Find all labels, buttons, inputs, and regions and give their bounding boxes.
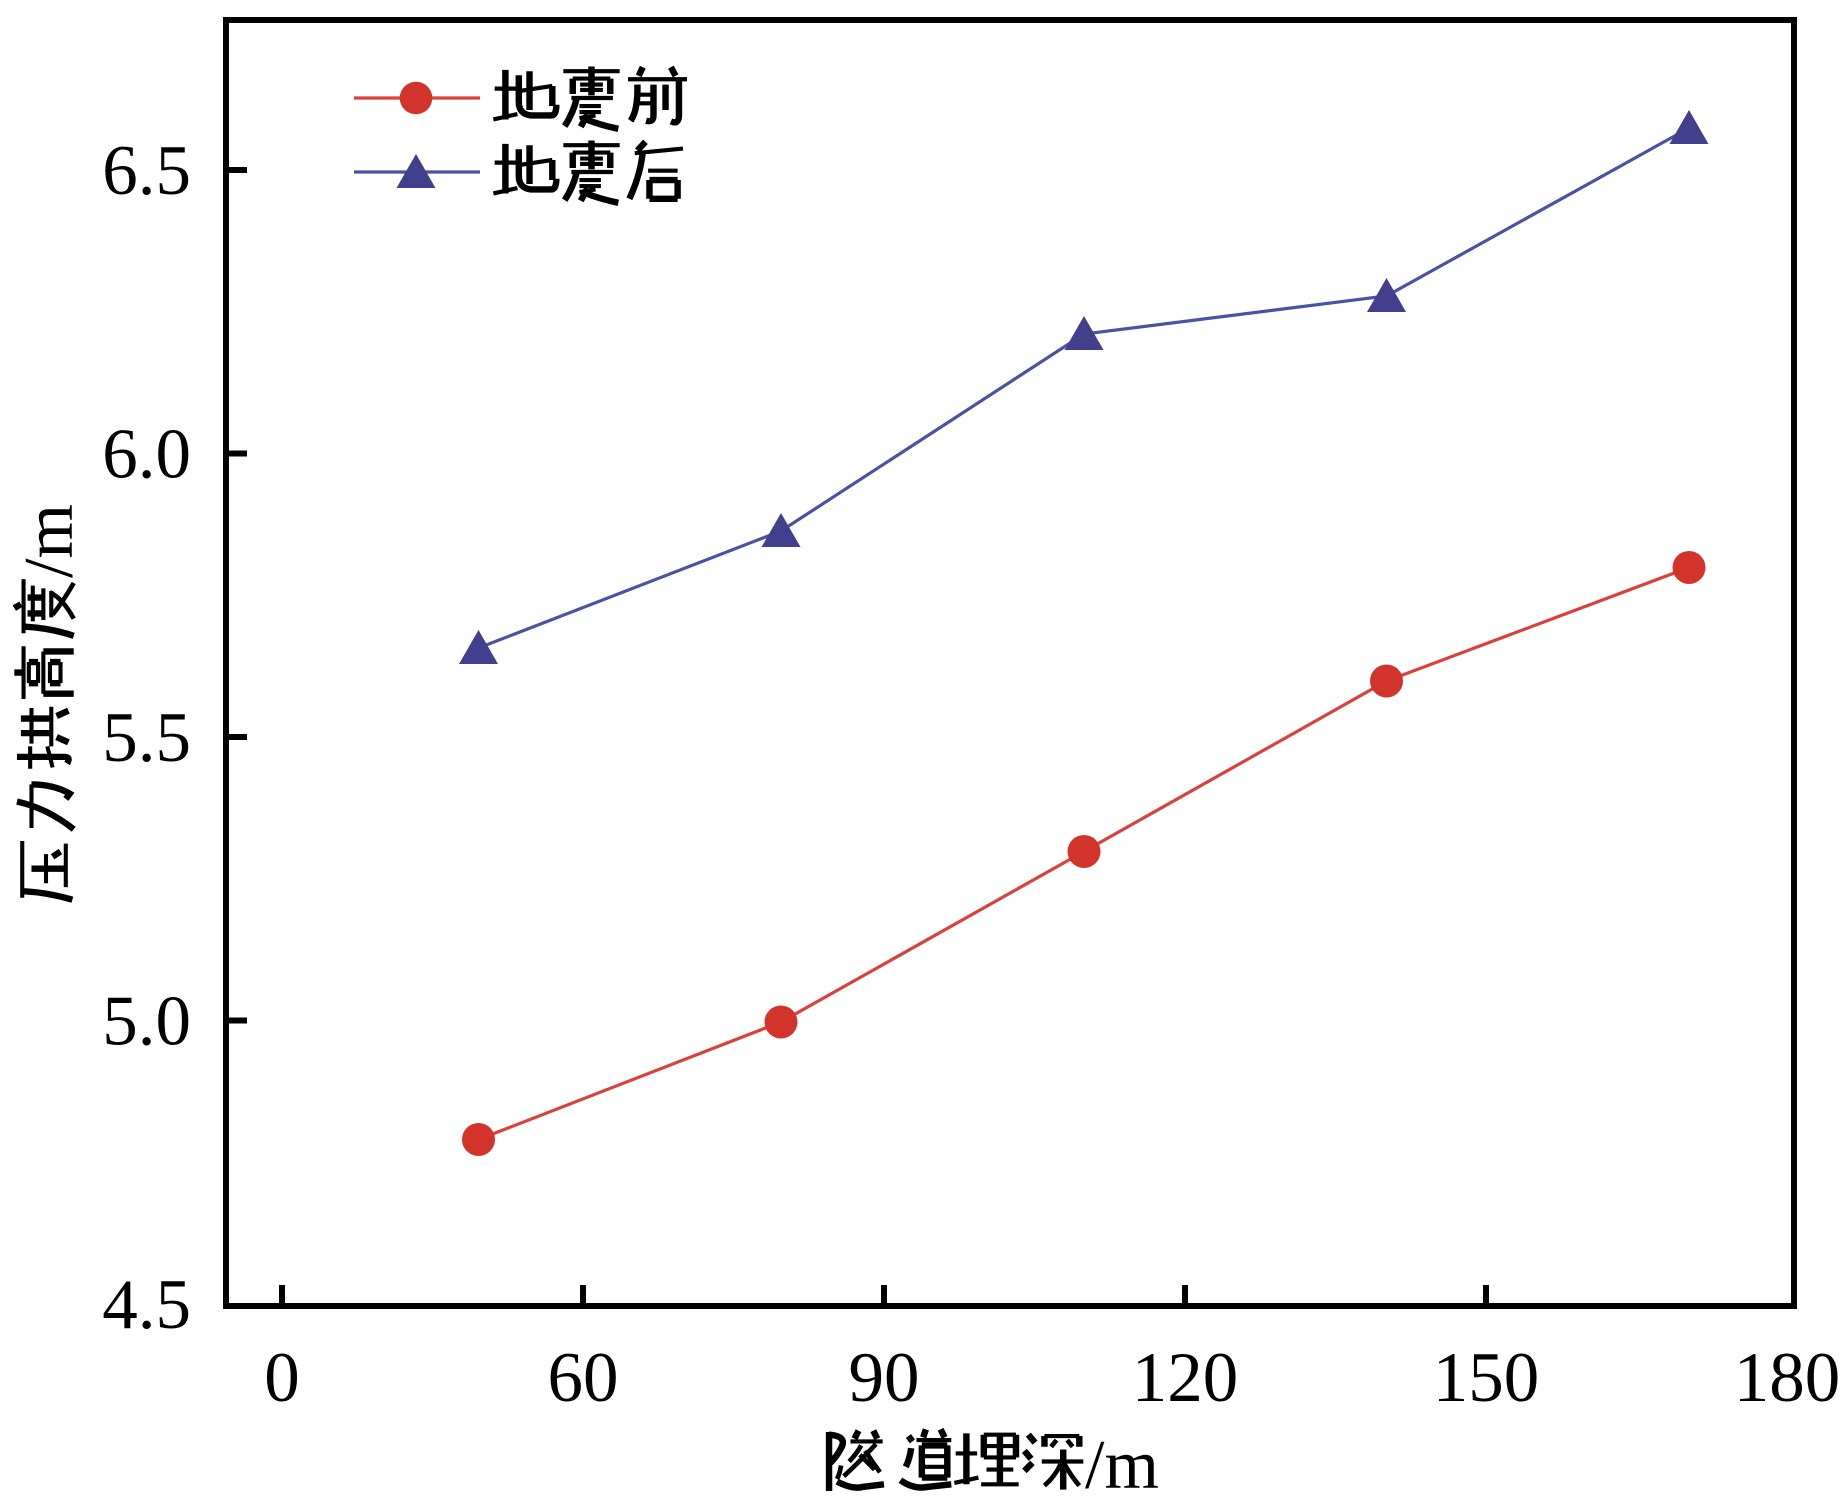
svg-text:0: 0 bbox=[264, 1339, 300, 1417]
svg-text:150: 150 bbox=[1433, 1339, 1540, 1417]
svg-text:120: 120 bbox=[1132, 1339, 1239, 1417]
svg-text:5.0: 5.0 bbox=[102, 983, 191, 1061]
svg-text:4.5: 4.5 bbox=[102, 1266, 191, 1344]
svg-text:90: 90 bbox=[849, 1339, 920, 1417]
svg-text:5.5: 5.5 bbox=[102, 699, 191, 777]
svg-text:/m: /m bbox=[1085, 1427, 1159, 1504]
svg-text:180: 180 bbox=[1734, 1339, 1841, 1417]
svg-text:6.0: 6.0 bbox=[102, 416, 191, 494]
svg-text:6.5: 6.5 bbox=[102, 132, 191, 210]
svg-text:60: 60 bbox=[548, 1339, 619, 1417]
svg-text:/m: /m bbox=[11, 504, 88, 578]
